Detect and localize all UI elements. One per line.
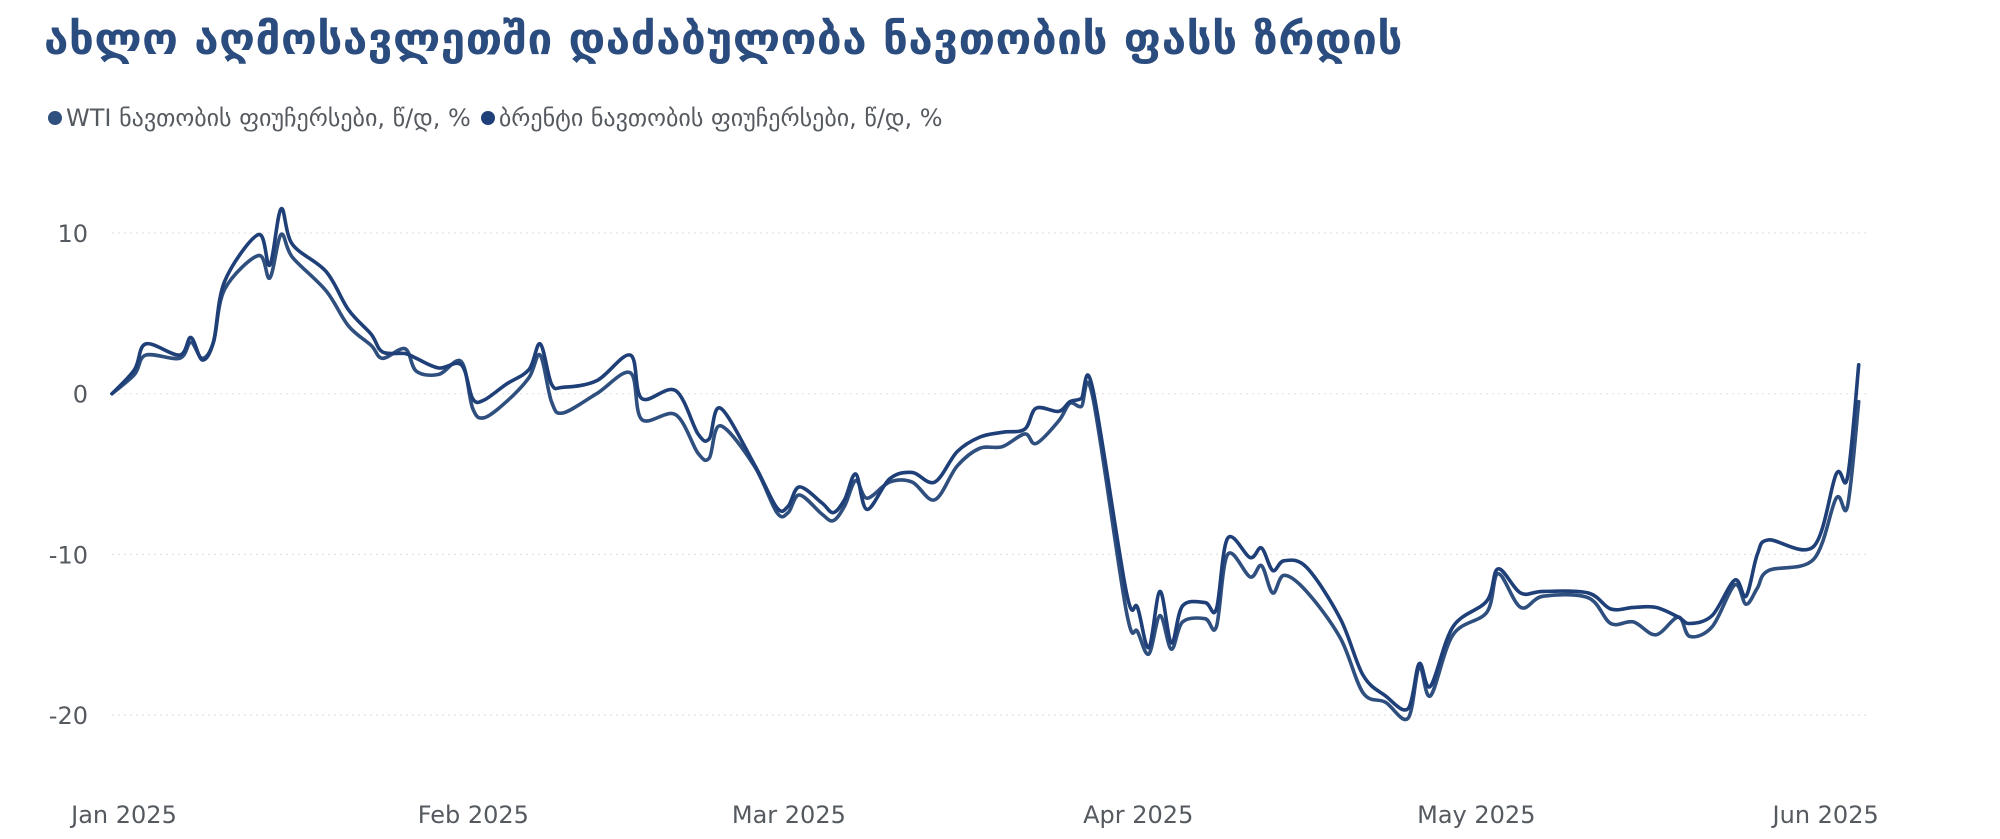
legend-marker-brent [480, 111, 495, 125]
x-tick-label: Apr 2025 [1083, 801, 1193, 829]
y-tick-label: 0 [73, 381, 88, 409]
series-line-wti[interactable] [110, 232, 1861, 722]
y-tick-label: -20 [49, 702, 88, 730]
legend-marker-wti [48, 111, 62, 125]
x-tick-label: May 2025 [1417, 801, 1535, 829]
y-axis: 10 0 -10 -20 [49, 220, 88, 730]
legend-item-brent[interactable]: ბრენტი ნავთობის ფიუჩერსები, წ/დ, % [480, 104, 943, 132]
grid-lines [112, 232, 1870, 716]
legend-item-wti[interactable]: WTI ნავთობის ფიუჩერსები, წ/დ, % [48, 104, 471, 132]
legend-label-wti: WTI ნავთობის ფიუჩერსები, წ/დ, % [66, 104, 471, 132]
x-axis: Jan 2025 Feb 2025 Mar 2025 Apr 2025 May 2025… [69, 801, 1879, 829]
x-tick-label: Jun 2025 [1771, 801, 1879, 829]
x-tick-label: Feb 2025 [418, 801, 529, 829]
plot-area [110, 207, 1861, 722]
y-tick-label: 10 [57, 220, 88, 248]
legend-label-brent: ბრენტი ნავთობის ფიუჩერსები, წ/დ, % [498, 104, 943, 132]
chart-title: ახლო აღმოსავლეთში დაძაბულობა ნავთობის ფა… [44, 14, 1403, 65]
series-line-brent[interactable] [110, 207, 1861, 712]
x-tick-label: Jan 2025 [69, 801, 177, 829]
y-tick-label: -10 [49, 541, 88, 569]
x-tick-label: Mar 2025 [732, 801, 846, 829]
chart-legend: WTI ნავთობის ფიუჩერსები, წ/დ, % ბრენტი ნ… [48, 104, 953, 132]
